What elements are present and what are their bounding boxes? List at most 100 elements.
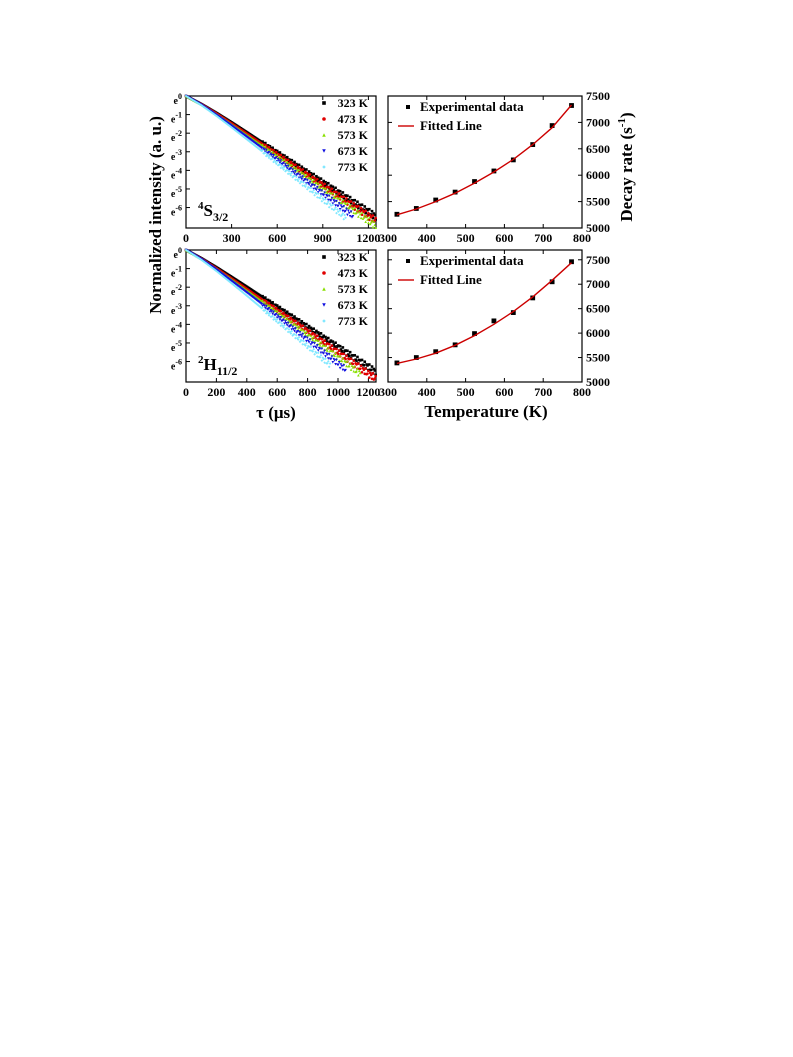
data-point-773-K bbox=[274, 318, 277, 321]
data-point-323-K bbox=[363, 205, 367, 208]
legend-label-4: 773 K bbox=[338, 314, 369, 328]
data-point-573-K bbox=[357, 373, 360, 377]
data-point-773-K bbox=[326, 360, 330, 363]
data-point-673-K bbox=[270, 310, 274, 313]
data-point-773-K bbox=[200, 258, 203, 262]
data-point-773-K bbox=[319, 353, 323, 357]
data-point-773-K bbox=[258, 305, 262, 308]
data-point-673-K bbox=[291, 325, 295, 329]
data-point-773-K bbox=[196, 256, 200, 259]
data-point-573-K bbox=[307, 333, 311, 336]
data-point-673-K bbox=[326, 357, 330, 360]
data-point-773-K bbox=[238, 288, 242, 292]
data-point-773-K bbox=[283, 323, 286, 327]
data-point-773-K bbox=[199, 103, 202, 107]
data-point-773-K bbox=[341, 212, 345, 215]
data-point-573-K bbox=[305, 330, 308, 333]
data-point-673-K bbox=[293, 172, 296, 176]
data-point-573-K bbox=[295, 169, 299, 172]
data-point-773-K bbox=[190, 252, 193, 255]
data-point-473-K bbox=[344, 357, 347, 361]
data-point-673-K bbox=[330, 355, 334, 358]
data-point-323-K bbox=[331, 185, 335, 189]
data-point-323-K bbox=[305, 168, 308, 171]
data-point-673-K bbox=[313, 342, 316, 345]
data-point-323-K bbox=[373, 369, 377, 372]
data-point-573-K bbox=[357, 210, 361, 214]
data-point-experimental bbox=[530, 295, 536, 301]
data-point-473-K bbox=[272, 304, 275, 308]
data-point-experimental bbox=[472, 179, 477, 184]
data-point-773-K bbox=[240, 133, 243, 137]
data-point-673-K bbox=[299, 333, 303, 337]
y-tick-label-exp: -1 bbox=[175, 111, 182, 120]
data-point-773-K bbox=[285, 326, 289, 330]
data-point-573-K bbox=[315, 338, 318, 342]
data-point-573-K bbox=[326, 349, 329, 352]
data-point-773-K bbox=[296, 338, 300, 341]
data-point-773-K bbox=[316, 355, 319, 358]
data-point-773-K bbox=[288, 330, 292, 334]
data-point-773-K bbox=[261, 149, 264, 152]
data-point-773-K bbox=[224, 277, 228, 281]
data-point-773-K bbox=[233, 284, 237, 288]
data-point-473-K bbox=[342, 352, 346, 356]
data-point-773-K bbox=[284, 169, 287, 173]
data-point-773-K bbox=[217, 271, 221, 275]
data-point-323-K bbox=[317, 333, 321, 336]
data-point-673-K bbox=[349, 210, 353, 213]
y-tick-label-base: e bbox=[171, 343, 176, 354]
data-point-473-K bbox=[369, 215, 373, 219]
plot-frame bbox=[387, 95, 583, 229]
data-point-773-K bbox=[271, 157, 274, 160]
data-point-673-K bbox=[284, 163, 287, 166]
data-point-473-K bbox=[285, 314, 288, 318]
data-point-573-K bbox=[366, 218, 369, 221]
data-point-473-K bbox=[313, 333, 316, 336]
data-point-773-K bbox=[333, 208, 336, 211]
data-point-773-K bbox=[295, 333, 298, 337]
legend-marker-3 bbox=[322, 149, 326, 153]
y-tick-label-base: e bbox=[171, 170, 176, 181]
data-point-323-K bbox=[369, 368, 373, 372]
data-point-773-K bbox=[267, 314, 271, 317]
data-point-573-K bbox=[358, 371, 362, 375]
data-point-773-K bbox=[254, 144, 257, 148]
data-point-473-K bbox=[373, 377, 377, 380]
data-point-573-K bbox=[324, 344, 327, 348]
data-point-323-K bbox=[364, 211, 367, 215]
data-point-673-K bbox=[339, 204, 343, 207]
data-point-773-K bbox=[195, 255, 199, 259]
data-point-573-K bbox=[322, 344, 326, 347]
data-point-323-K bbox=[337, 189, 340, 192]
data-point-773-K bbox=[225, 278, 229, 281]
data-point-573-K bbox=[318, 343, 322, 347]
y-tick-label-exp: -5 bbox=[175, 339, 182, 348]
data-point-673-K bbox=[306, 181, 310, 185]
data-point-323-K bbox=[322, 334, 326, 338]
data-point-773-K bbox=[297, 177, 301, 180]
data-point-experimental bbox=[491, 318, 497, 324]
data-point-773-K bbox=[289, 173, 293, 177]
data-point-323-K bbox=[360, 358, 364, 362]
data-point-473-K bbox=[279, 309, 283, 313]
data-point-473-K bbox=[330, 187, 334, 191]
data-point-323-K bbox=[307, 170, 311, 173]
x-tick-label-5: 800 bbox=[573, 231, 591, 245]
data-point-773-K bbox=[223, 276, 226, 279]
data-point-323-K bbox=[331, 340, 335, 343]
data-point-573-K bbox=[363, 214, 367, 217]
data-point-573-K bbox=[268, 304, 272, 307]
data-point-323-K bbox=[322, 179, 326, 183]
data-point-773-K bbox=[233, 128, 237, 132]
data-point-773-K bbox=[290, 329, 294, 333]
left-y-axis-label: Normalized intensity (a. u.) bbox=[146, 116, 165, 314]
data-point-773-K bbox=[264, 151, 267, 155]
data-point-573-K bbox=[358, 212, 362, 216]
data-point-473-K bbox=[286, 314, 290, 318]
data-point-773-K bbox=[308, 190, 312, 193]
data-point-573-K bbox=[353, 365, 357, 368]
data-point-673-K bbox=[323, 349, 326, 353]
data-point-773-K bbox=[330, 207, 334, 211]
